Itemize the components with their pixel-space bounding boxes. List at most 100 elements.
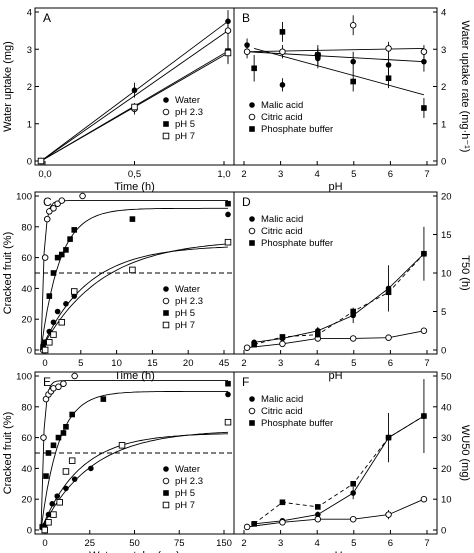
fit-curve [40, 200, 228, 351]
data-point [279, 499, 286, 506]
data-point [385, 45, 392, 52]
x-tick-label: 0,0 [38, 169, 51, 180]
data-point [67, 236, 73, 242]
series-ph-7 [40, 238, 232, 354]
x-tick-label: 20 [183, 358, 194, 369]
y-tick-label: 4 [27, 8, 32, 19]
fit-curve [40, 243, 229, 351]
y-tick-label: 60 [21, 433, 32, 444]
y-tick-label: 15 [441, 230, 452, 241]
y-tick-label: 10 [441, 269, 452, 280]
y-tick-label: 0 [441, 526, 446, 537]
x-tick-label: 2 [241, 169, 246, 180]
legend-label: Phosphate buffer [261, 238, 333, 249]
x-tick-label: 1,0 [217, 169, 230, 180]
y-axis-title: WU50 (mg) [459, 425, 471, 481]
y-axis-title: T50 (h) [459, 255, 471, 290]
legend-label: pH 7 [175, 500, 195, 511]
x-tick-label: 5 [351, 169, 356, 180]
data-point [279, 29, 286, 35]
y-tick-label: 100 [16, 372, 32, 383]
y-tick-label: 40 [21, 284, 32, 295]
data-point [349, 335, 357, 342]
legend-label: Citric acid [261, 112, 303, 123]
data-point [225, 211, 231, 218]
data-point [421, 58, 427, 65]
fit-line [40, 30, 229, 162]
legend-label: pH 2.3 [175, 296, 203, 307]
legend-label: Citric acid [261, 406, 303, 417]
data-point [45, 519, 52, 526]
panel-d: D 0 5 10 15 20 2 3 4 5 6 7 pH T50 (h) Malic acidCitric… [233, 191, 471, 382]
data-point [421, 250, 427, 257]
data-point [224, 418, 232, 426]
y-tick-label: 20 [441, 192, 452, 203]
fit-line [247, 47, 424, 53]
x-tick-label: 5 [351, 358, 356, 369]
data-point [279, 48, 286, 55]
data-point [50, 319, 57, 326]
data-point [50, 270, 57, 276]
x-tick-label: 7 [424, 358, 429, 369]
data-point [71, 476, 78, 482]
data-point [224, 49, 232, 57]
series-ph-2-3 [40, 372, 228, 531]
panel-letter: E [43, 375, 51, 389]
series-phosphate-buffer [251, 21, 427, 118]
y-tick-label: 60 [21, 253, 32, 264]
data-point [131, 87, 138, 94]
y-tick-label: 20 [21, 315, 32, 326]
legend-marker [163, 310, 169, 316]
data-point [40, 434, 47, 441]
trend-curve [253, 253, 425, 346]
series-citric-acid [243, 327, 428, 351]
data-point [55, 434, 62, 441]
fit-curve [40, 207, 228, 351]
data-point [62, 468, 70, 475]
data-point [315, 504, 321, 510]
fit-curve [40, 380, 228, 531]
legend-marker [163, 466, 169, 472]
y-tick-label: 0 [441, 346, 446, 357]
data-point [251, 521, 257, 527]
y-tick-label: 5 [441, 307, 446, 318]
trend-curve [247, 330, 424, 349]
data-point [225, 200, 231, 207]
data-point [279, 82, 286, 88]
legend-marker [163, 121, 169, 127]
data-point [350, 58, 356, 65]
series-ph-5 [39, 380, 231, 531]
data-point [71, 372, 78, 380]
trend-curve [253, 415, 425, 525]
x-tick-label: 3 [278, 538, 283, 549]
legend-label: Malic acid [261, 394, 303, 405]
x-tick-label: 3 [278, 169, 283, 180]
y-tick-label: 3 [27, 45, 32, 56]
x-tick-label: 7 [424, 538, 429, 549]
trend-curve [247, 498, 425, 528]
data-point [41, 254, 49, 261]
legend-marker [162, 297, 170, 305]
data-point [224, 238, 232, 246]
legend-label: Water [175, 95, 200, 106]
panel-a: A 0 1 2 3 4 0,0 0,5 1,0 Time (h) Water uptake (mg)… [2, 7, 235, 193]
x-tick-label: 50 [129, 538, 140, 549]
x-tick-label: 15 [147, 358, 158, 369]
data-point [100, 396, 107, 402]
data-point [420, 327, 428, 335]
data-point [58, 319, 66, 326]
legend-marker [248, 227, 256, 235]
x-tick-label: 0,5 [128, 169, 141, 180]
fit-curve [40, 431, 229, 531]
x-axis-title: Time (h) [114, 181, 155, 193]
x-tick-label: 0 [42, 538, 47, 549]
data-point [421, 105, 427, 111]
legend-label: Malic acid [261, 214, 303, 225]
y-tick-label: 0 [27, 526, 32, 537]
fit-line [247, 51, 424, 63]
data-point [385, 289, 392, 296]
legend-marker [162, 501, 170, 509]
legend-label: Phosphate buffer [261, 124, 333, 135]
data-point [41, 346, 49, 354]
